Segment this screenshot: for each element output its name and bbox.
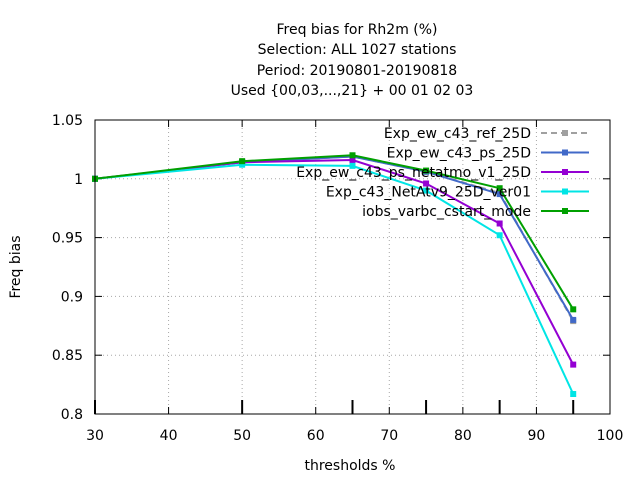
legend-swatch-marker [562,208,568,214]
x-tick-label: 40 [160,428,178,444]
x-tick-label: 90 [528,428,546,444]
legend-label: Exp_ew_c43_ps_25D [387,146,531,162]
legend-swatch-marker [562,130,568,136]
legend-label: Exp_c43_NetAtv9_25D_ver01 [326,185,531,201]
legend-label: Exp_ew_c43_ref_25D [384,126,531,142]
y-axis-label: Freq bias [8,235,24,298]
axis-ticks: 0.8 0.85 0.9 0.95 1 1.05 30 40 50 60 70 80 90 100 [52,113,624,444]
x-tick-label: 50 [233,428,251,444]
x-axis-label: thresholds % [305,458,396,474]
title-line-1: Freq bias for Rh2m (%) [276,22,437,38]
data-point [570,306,577,313]
y-tick-label: 0.9 [61,289,83,305]
data-point [239,161,246,168]
data-point [496,220,503,227]
legend-label: Exp_ew_c43_ps_netatmo_v1_25D [296,165,531,181]
y-tick-label: 0.85 [52,348,83,364]
title-line-2: Selection: ALL 1027 stations [258,42,457,58]
data-point [239,158,246,165]
data-point [570,361,577,368]
legend-swatch-marker [562,188,568,195]
title-line-4: Used {00,03,...,21} + 00 01 02 03 [231,83,474,99]
chart-title: Freq bias for Rh2m (%) Selection: ALL 10… [231,22,474,99]
legend: Exp_ew_c43_ref_25D Exp_ew_c43_ps_25D Exp_e… [296,126,589,220]
data-point [349,162,356,169]
data-point [349,156,356,163]
data-point [349,152,356,159]
x-tick-label: 60 [307,428,325,444]
legend-swatch-marker [562,149,568,156]
title-line-3: Period: 20190801-20190818 [257,63,457,79]
y-tick-label: 1 [74,172,83,188]
data-point [423,187,430,194]
legend-label: iobs_varbc_cstart_mode [362,204,531,220]
data-point [423,180,430,187]
x-tick-label: 30 [86,428,104,444]
data-point [496,191,503,198]
legend-swatch-marker [562,169,568,175]
data-point [496,185,503,192]
x-tick-label: 100 [597,428,624,444]
x-tick-label: 80 [454,428,472,444]
data-point [423,167,430,174]
y-tick-label: 0.8 [61,407,83,423]
series-line [94,163,575,395]
data-point [496,232,503,239]
plot-frame [94,119,611,415]
y-tick-label: 1.05 [52,113,83,129]
series-line [94,154,575,310]
y-tick-label: 0.95 [52,231,83,247]
x-tick-label: 70 [380,428,398,444]
data-point [570,316,577,323]
grid [95,120,610,414]
data-point [570,391,577,398]
